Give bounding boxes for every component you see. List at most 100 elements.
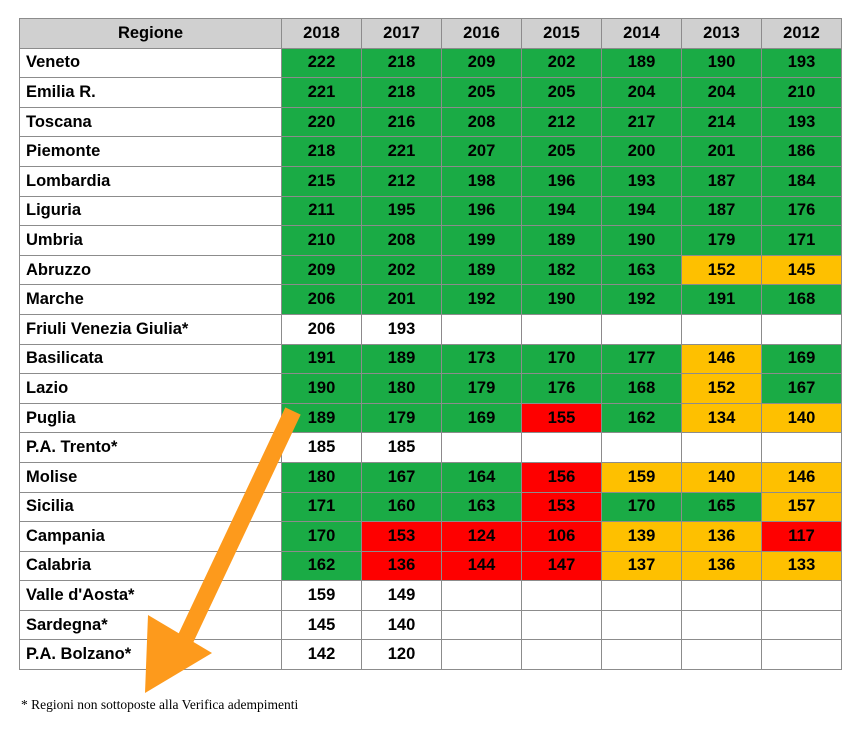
score-cell bbox=[761, 609, 842, 641]
score-cell: 139 bbox=[601, 521, 682, 552]
score-cell bbox=[521, 639, 602, 671]
score-cell: 153 bbox=[361, 521, 442, 552]
score-cell: 190 bbox=[601, 225, 682, 256]
table-row: Sardegna* 145 140 bbox=[19, 609, 842, 641]
score-cell: 168 bbox=[601, 373, 682, 404]
score-cell: 204 bbox=[601, 77, 682, 108]
table-row: Umbria 210 208 199 189 190 179 171 bbox=[19, 225, 842, 256]
score-cell: 106 bbox=[521, 521, 602, 552]
header-year: 2018 bbox=[281, 18, 362, 49]
score-cell: 155 bbox=[521, 402, 602, 434]
score-cell: 167 bbox=[361, 461, 442, 493]
score-cell: 177 bbox=[601, 343, 682, 375]
score-cell: 146 bbox=[681, 343, 762, 375]
score-cell: 193 bbox=[601, 165, 682, 197]
score-cell bbox=[441, 432, 522, 463]
table-row: Lazio 190 180 179 176 168 152 167 bbox=[19, 373, 842, 404]
score-cell: 163 bbox=[601, 254, 682, 286]
score-cell: 202 bbox=[521, 47, 602, 79]
score-cell: 218 bbox=[361, 77, 442, 108]
score-cell bbox=[441, 609, 522, 641]
score-cell: 163 bbox=[441, 491, 522, 523]
score-cell: 134 bbox=[681, 402, 762, 434]
score-cell: 170 bbox=[521, 343, 602, 375]
score-cell: 207 bbox=[441, 136, 522, 167]
score-cell: 179 bbox=[361, 402, 442, 434]
score-cell: 140 bbox=[681, 461, 762, 493]
region-name-cell: Lazio bbox=[19, 373, 282, 404]
region-name-cell: Sardegna* bbox=[19, 609, 282, 641]
header-region: Regione bbox=[19, 18, 282, 49]
score-cell: 156 bbox=[521, 461, 602, 493]
score-cell bbox=[601, 313, 682, 345]
score-cell: 205 bbox=[521, 77, 602, 108]
score-cell: 201 bbox=[361, 284, 442, 315]
table-row: Toscana 220 216 208 212 217 214 193 bbox=[19, 106, 842, 138]
regional-score-table: Regione 2018 2017 2016 2015 2014 2013 20… bbox=[19, 18, 842, 671]
score-cell: 184 bbox=[761, 165, 842, 197]
score-cell: 211 bbox=[281, 195, 362, 227]
score-cell bbox=[681, 432, 762, 463]
score-cell: 179 bbox=[441, 373, 522, 404]
table-row: Calabria 162 136 144 147 137 136 133 bbox=[19, 550, 842, 582]
region-name-cell: Molise bbox=[19, 461, 282, 493]
score-cell: 215 bbox=[281, 165, 362, 197]
score-cell bbox=[681, 609, 762, 641]
score-cell: 193 bbox=[761, 47, 842, 79]
region-name-cell: Campania bbox=[19, 521, 282, 552]
header-year: 2017 bbox=[361, 18, 442, 49]
table-row: Veneto 222 218 209 202 189 190 193 bbox=[19, 47, 842, 79]
score-cell bbox=[601, 639, 682, 671]
score-cell: 137 bbox=[601, 550, 682, 582]
score-cell: 187 bbox=[681, 195, 762, 227]
score-table-container: Regione 2018 2017 2016 2015 2014 2013 20… bbox=[19, 18, 842, 671]
score-cell: 217 bbox=[601, 106, 682, 138]
score-cell: 160 bbox=[361, 491, 442, 523]
score-cell: 147 bbox=[521, 550, 602, 582]
table-row: Abruzzo 209 202 189 182 163 152 145 bbox=[19, 254, 842, 286]
score-cell: 199 bbox=[441, 225, 522, 256]
score-cell: 189 bbox=[281, 402, 362, 434]
score-cell: 159 bbox=[601, 461, 682, 493]
score-cell: 189 bbox=[361, 343, 442, 375]
score-cell bbox=[761, 639, 842, 671]
score-cell bbox=[521, 432, 602, 463]
region-name-cell: Piemonte bbox=[19, 136, 282, 167]
score-cell: 187 bbox=[681, 165, 762, 197]
region-name-cell: Calabria bbox=[19, 550, 282, 582]
region-name-cell: Veneto bbox=[19, 47, 282, 79]
score-cell: 146 bbox=[761, 461, 842, 493]
score-cell: 208 bbox=[441, 106, 522, 138]
score-cell bbox=[441, 580, 522, 611]
score-cell: 190 bbox=[521, 284, 602, 315]
table-row: Molise 180 167 164 156 159 140 146 bbox=[19, 461, 842, 493]
table-row: Lombardia 215 212 198 196 193 187 184 bbox=[19, 165, 842, 197]
score-cell: 179 bbox=[681, 225, 762, 256]
score-cell: 180 bbox=[281, 461, 362, 493]
table-row: Piemonte 218 221 207 205 200 201 186 bbox=[19, 136, 842, 167]
score-cell: 152 bbox=[681, 373, 762, 404]
score-cell: 136 bbox=[681, 550, 762, 582]
table-row: Marche 206 201 192 190 192 191 168 bbox=[19, 284, 842, 315]
header-year: 2014 bbox=[601, 18, 682, 49]
table-row: Valle d'Aosta* 159 149 bbox=[19, 580, 842, 611]
region-name-cell: Liguria bbox=[19, 195, 282, 227]
score-cell: 168 bbox=[761, 284, 842, 315]
header-year: 2012 bbox=[761, 18, 842, 49]
score-cell: 170 bbox=[601, 491, 682, 523]
score-cell: 145 bbox=[281, 609, 362, 641]
region-name-cell: Abruzzo bbox=[19, 254, 282, 286]
table-row: P.A. Bolzano* 142 120 bbox=[19, 639, 842, 671]
score-cell: 220 bbox=[281, 106, 362, 138]
region-name-cell: Toscana bbox=[19, 106, 282, 138]
score-cell: 167 bbox=[761, 373, 842, 404]
score-cell bbox=[521, 580, 602, 611]
header-year: 2015 bbox=[521, 18, 602, 49]
score-cell: 214 bbox=[681, 106, 762, 138]
score-cell: 194 bbox=[601, 195, 682, 227]
score-cell: 209 bbox=[281, 254, 362, 286]
score-cell: 180 bbox=[361, 373, 442, 404]
score-cell: 145 bbox=[761, 254, 842, 286]
score-cell: 212 bbox=[361, 165, 442, 197]
score-cell: 142 bbox=[281, 639, 362, 671]
